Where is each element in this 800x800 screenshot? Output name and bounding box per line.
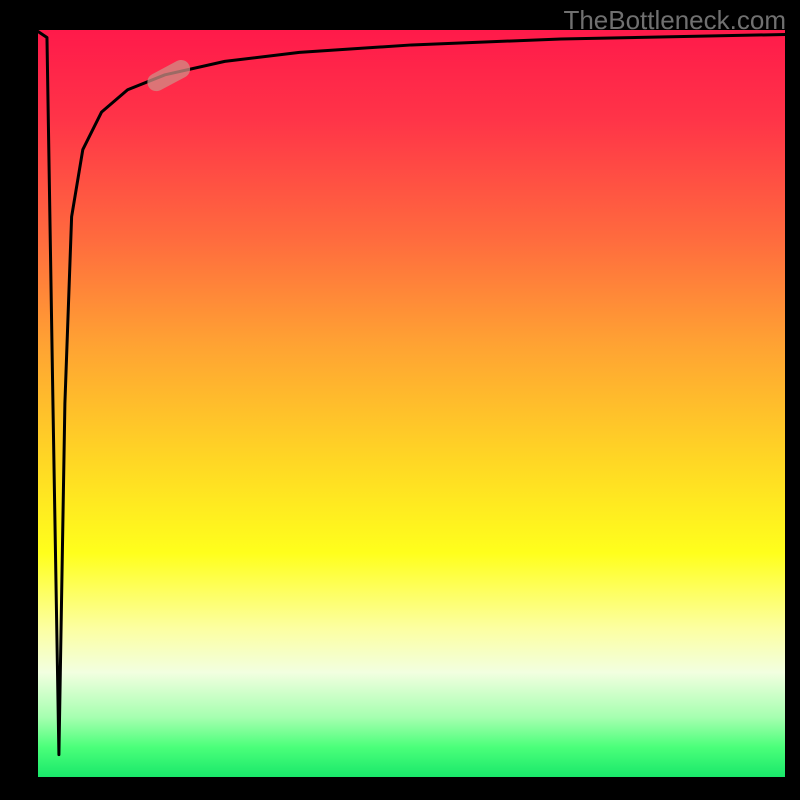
bottleneck-curve <box>38 31 785 754</box>
attribution-text: TheBottleneck.com <box>563 5 786 36</box>
curve-layer <box>38 30 785 777</box>
chart-stage: TheBottleneck.com <box>0 0 800 800</box>
plot-area <box>38 30 785 777</box>
curve-marker <box>144 57 193 94</box>
